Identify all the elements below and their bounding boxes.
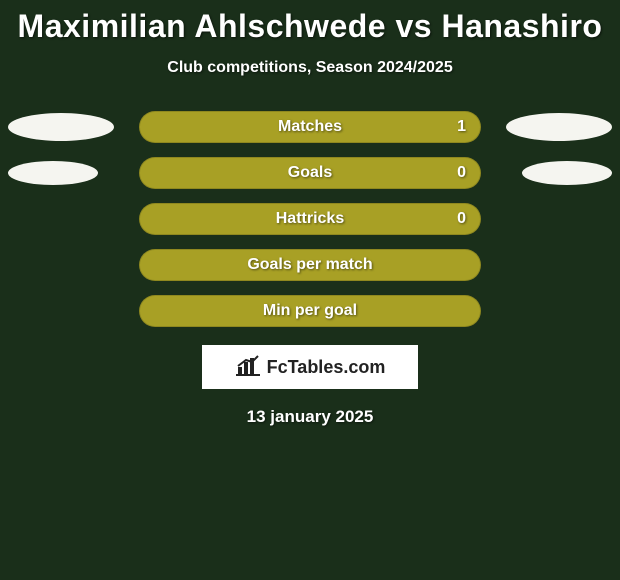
stat-label: Hattricks: [276, 210, 344, 228]
stat-row: Min per goal: [0, 295, 620, 327]
stat-label: Goals per match: [247, 256, 372, 274]
stat-row: Hattricks 0: [0, 203, 620, 235]
stat-bar: Goals 0: [139, 157, 481, 189]
stat-row: Goals 0: [0, 157, 620, 189]
right-marker-ellipse: [506, 113, 612, 141]
comparison-infographic: Maximilian Ahlschwede vs Hanashiro Club …: [0, 0, 620, 427]
stat-row: Matches 1: [0, 111, 620, 143]
date-label: 13 january 2025: [0, 407, 620, 427]
stat-label: Min per goal: [263, 302, 357, 320]
stat-bar: Min per goal: [139, 295, 481, 327]
logo-text: FcTables.com: [267, 357, 386, 378]
bar-chart-icon: [235, 354, 261, 381]
left-marker-ellipse: [8, 113, 114, 141]
logo-box: FcTables.com: [202, 345, 418, 389]
stat-label: Goals: [288, 164, 332, 182]
stat-bar: Hattricks 0: [139, 203, 481, 235]
subtitle: Club competitions, Season 2024/2025: [0, 59, 620, 77]
stat-bar: Matches 1: [139, 111, 481, 143]
stat-bar: Goals per match: [139, 249, 481, 281]
stat-label: Matches: [278, 118, 342, 136]
left-marker-ellipse: [8, 161, 98, 185]
stats-list: Matches 1 Goals 0 Hattricks 0 Goals per match M…: [0, 111, 620, 327]
page-title: Maximilian Ahlschwede vs Hanashiro: [0, 8, 620, 45]
stat-row: Goals per match: [0, 249, 620, 281]
stat-value: 1: [457, 118, 466, 136]
stat-value: 0: [457, 210, 466, 228]
right-marker-ellipse: [522, 161, 612, 185]
stat-value: 0: [457, 164, 466, 182]
